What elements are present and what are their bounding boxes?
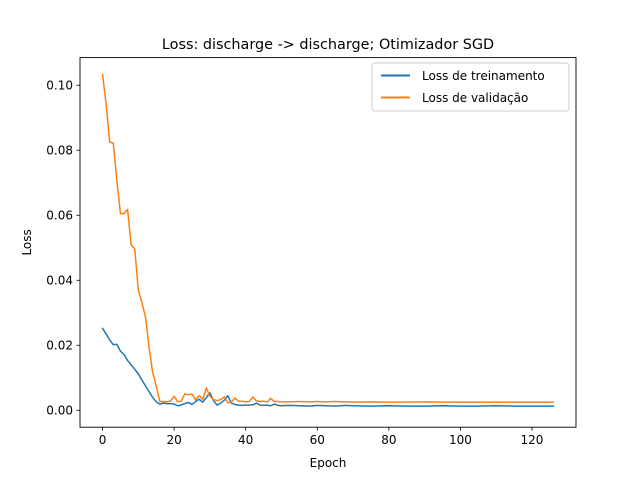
x-axis-label: Epoch bbox=[310, 456, 347, 470]
legend-label-treinamento: Loss de treinamento bbox=[422, 69, 545, 83]
x-tick-label: 120 bbox=[521, 433, 544, 447]
x-tick-label: 40 bbox=[238, 433, 253, 447]
series-line-validacao bbox=[101, 73, 555, 404]
x-tick-label: 20 bbox=[166, 433, 181, 447]
series-line-treinamento bbox=[101, 327, 555, 407]
y-tick-label: 0.04 bbox=[46, 274, 73, 288]
x-axis: 0 20 40 60 80 100 120 bbox=[99, 427, 544, 447]
legend-label-validacao: Loss de validação bbox=[422, 91, 528, 105]
y-tick-label: 0.06 bbox=[46, 209, 73, 223]
y-tick-label: 0.10 bbox=[46, 79, 73, 93]
y-tick-label: 0.08 bbox=[46, 144, 73, 158]
legend-box bbox=[371, 62, 570, 112]
plot-frame bbox=[79, 57, 577, 428]
y-axis-label: Loss bbox=[20, 229, 34, 255]
y-tick-label: 0.00 bbox=[46, 404, 73, 418]
x-tick-label: 80 bbox=[381, 433, 396, 447]
x-tick-label: 60 bbox=[310, 433, 325, 447]
legend: Loss de treinamento Loss de validação bbox=[371, 62, 570, 112]
y-axis: 0.00 0.02 0.04 0.06 0.08 0.10 bbox=[46, 79, 80, 418]
chart-title: Loss: discharge -> discharge; Otimizador… bbox=[162, 37, 494, 53]
x-tick-label: 0 bbox=[99, 433, 107, 447]
series-lines bbox=[101, 73, 555, 407]
x-tick-label: 100 bbox=[449, 433, 472, 447]
y-tick-label: 0.02 bbox=[46, 339, 73, 353]
